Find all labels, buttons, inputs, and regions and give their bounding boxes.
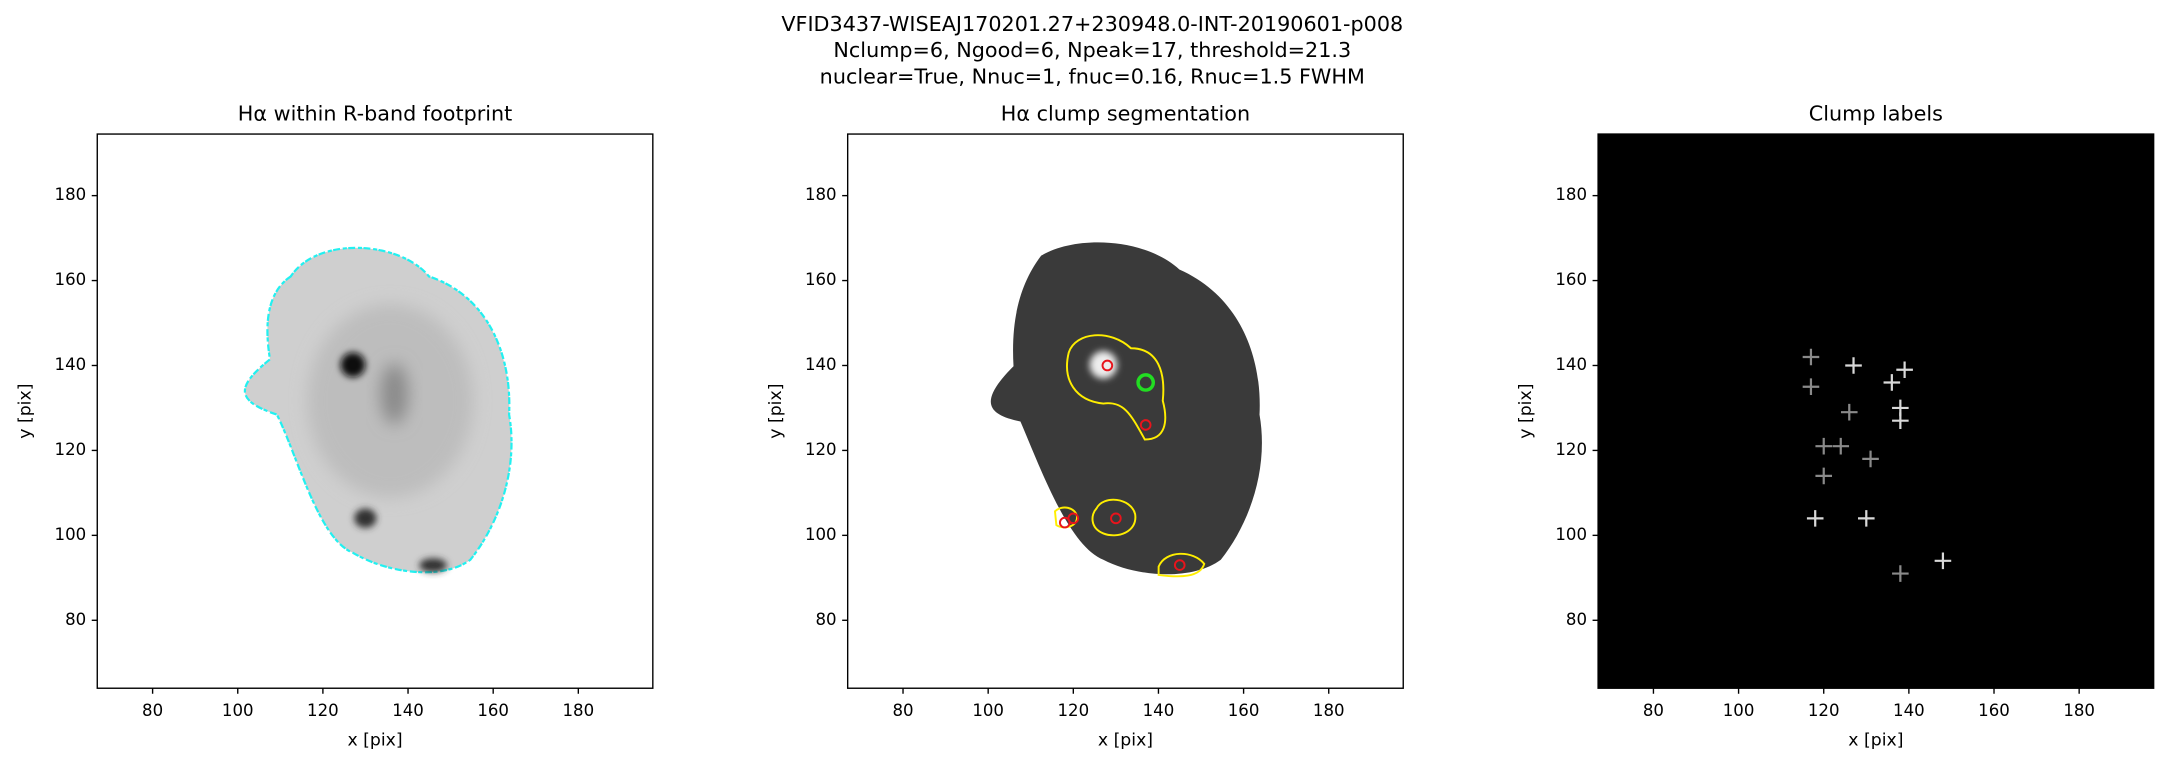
peak-marker	[1832, 437, 1850, 455]
peak-marker	[1883, 374, 1901, 391]
x-axis-label: x [pix]	[1848, 731, 1903, 751]
markers	[1058, 359, 1186, 571]
y-axis-label: y [pix]	[1516, 384, 1536, 439]
clump-marker	[1139, 419, 1152, 431]
peak-marker	[1840, 403, 1858, 421]
x-tick-label: 140	[392, 701, 424, 720]
peak-marker	[1802, 348, 1820, 366]
peak-marker	[1802, 378, 1820, 396]
image-panel-1	[243, 246, 513, 574]
peak-marker	[1862, 450, 1879, 468]
x-tick-label: 140	[1143, 701, 1175, 720]
x-tick-label: 80	[142, 701, 163, 720]
x-tick-label: 80	[892, 701, 913, 720]
y-tick-label: 120	[805, 440, 837, 459]
clump-marker	[1110, 512, 1122, 525]
y-tick-label: 140	[1555, 355, 1587, 374]
x-tick-label: 80	[1643, 701, 1664, 720]
y-tick-label: 180	[805, 185, 837, 204]
clump-marker	[1101, 359, 1114, 372]
x-axis-label: x [pix]	[347, 731, 402, 751]
y-tick-label: 140	[55, 355, 87, 374]
panel-title: Hα within R-band footprint	[238, 102, 512, 126]
peak-marker	[1815, 437, 1833, 455]
y-axis-label: y [pix]	[766, 384, 786, 439]
peak-marker	[1845, 357, 1862, 374]
axes-background	[1598, 134, 2154, 689]
peak-marker	[1858, 510, 1875, 527]
peak-marker	[1892, 412, 1909, 429]
peak-marker	[1896, 361, 1913, 379]
y-tick-label: 80	[1566, 610, 1587, 629]
y-tick-label: 100	[1555, 525, 1587, 544]
panel-title: Hα clump segmentation	[1001, 102, 1250, 126]
y-tick-label: 160	[805, 270, 837, 289]
y-tick-label: 140	[805, 355, 837, 374]
y-tick-label: 100	[55, 525, 87, 544]
x-tick-label: 140	[1893, 701, 1925, 720]
x-tick-label: 100	[222, 701, 254, 720]
peak-marker	[1815, 467, 1833, 485]
image-panel-2	[990, 242, 1262, 578]
suptitle: VFID3437-WISEAJ170201.27+230948.0-INT-20…	[781, 12, 1403, 36]
peak-marker	[1892, 565, 1909, 582]
peak-marker	[1934, 552, 1952, 570]
y-tick-label: 160	[1555, 270, 1587, 289]
suptitle: Nclump=6, Ngood=6, Npeak=17, threshold=2…	[833, 38, 1351, 62]
x-tick-label: 160	[1978, 701, 2010, 720]
x-tick-label: 100	[1723, 701, 1755, 720]
x-tick-label: 180	[2063, 701, 2095, 720]
y-tick-label: 80	[816, 610, 837, 629]
clump-marker	[1173, 559, 1186, 571]
axes-frame	[846, 133, 1404, 689]
y-tick-label: 80	[65, 610, 86, 629]
y-tick-label: 180	[55, 185, 87, 204]
x-tick-label: 120	[1057, 701, 1089, 720]
x-tick-label: 120	[307, 701, 339, 720]
y-tick-label: 160	[55, 270, 87, 289]
x-tick-label: 120	[1808, 701, 1840, 720]
x-tick-label: 100	[972, 701, 1004, 720]
y-tick-label: 180	[1555, 185, 1587, 204]
y-tick-label: 120	[55, 440, 87, 459]
x-tick-label: 160	[477, 701, 509, 720]
axes-frame	[96, 133, 654, 689]
axes-frame	[1597, 133, 2155, 689]
x-tick-label: 180	[562, 701, 594, 720]
y-tick-label: 120	[1555, 440, 1587, 459]
x-tick-label: 180	[1313, 701, 1345, 720]
x-tick-label: 160	[1228, 701, 1260, 720]
x-axis-label: x [pix]	[1098, 731, 1153, 751]
panel-title: Clump labels	[1809, 102, 1943, 126]
clump-marker	[1067, 512, 1080, 525]
markers	[1802, 348, 1952, 582]
y-tick-label: 100	[805, 525, 837, 544]
nucleus-marker	[1136, 373, 1156, 392]
suptitle: nuclear=True, Nnuc=1, fnuc=0.16, Rnuc=1.…	[820, 64, 1365, 88]
peak-marker	[1806, 510, 1824, 527]
y-axis-label: y [pix]	[15, 384, 35, 439]
